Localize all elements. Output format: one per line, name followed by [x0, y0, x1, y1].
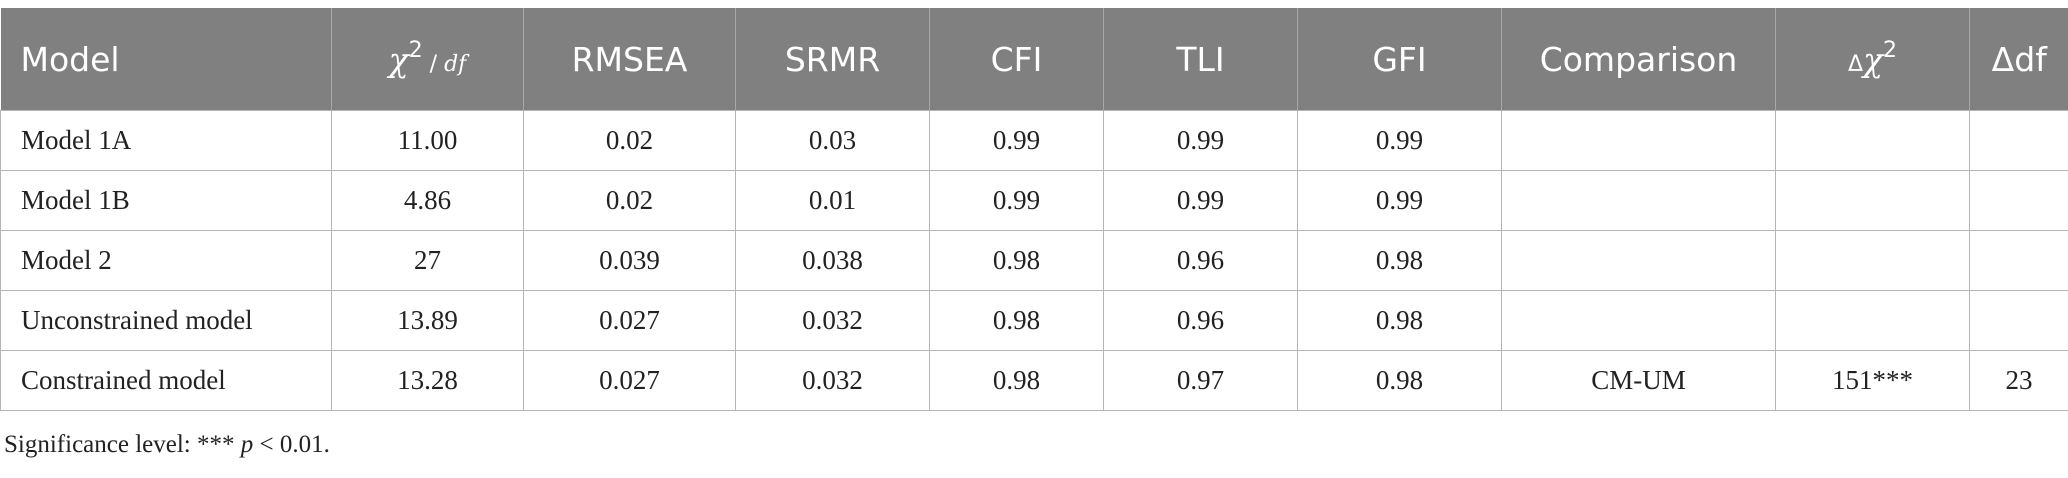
- chi-superscript: 2: [408, 37, 423, 63]
- cell-rmsea: 0.027: [523, 350, 736, 411]
- chi-symbol: χ: [388, 39, 409, 79]
- cell-tli: 0.96: [1103, 290, 1298, 351]
- header-model: Model: [0, 8, 332, 111]
- fit-indices-table-wrapper: Model χ2 / df RMSEA SRMR CFI TLI GFI Com…: [0, 8, 2068, 411]
- fit-indices-table: Model χ2 / df RMSEA SRMR CFI TLI GFI Com…: [0, 8, 2068, 411]
- table-row: Model 2 27 0.039 0.038 0.98 0.96 0.98: [0, 230, 2068, 291]
- cell-comparison: [1501, 110, 1776, 171]
- table-row: Unconstrained model 13.89 0.027 0.032 0.…: [0, 290, 2068, 351]
- cell-cfi: 0.99: [929, 170, 1104, 231]
- cell-srmr: 0.01: [735, 170, 930, 231]
- cell-tli: 0.96: [1103, 230, 1298, 291]
- cell-cfi: 0.98: [929, 230, 1104, 291]
- cell-chi-df: 27: [331, 230, 524, 291]
- cell-gfi: 0.98: [1297, 350, 1502, 411]
- cell-rmsea: 0.02: [523, 170, 736, 231]
- cell-gfi: 0.99: [1297, 110, 1502, 171]
- cell-srmr: 0.038: [735, 230, 930, 291]
- delta-symbol: Δ: [1847, 51, 1864, 77]
- header-delta-chi-square: Δχ2: [1775, 8, 1970, 111]
- header-row: Model χ2 / df RMSEA SRMR CFI TLI GFI Com…: [0, 8, 2068, 111]
- cell-model: Model 1A: [0, 110, 332, 171]
- header-chi-square-df: χ2 / df: [331, 8, 524, 111]
- cell-gfi: 0.98: [1297, 230, 1502, 291]
- cell-chi-df: 11.00: [331, 110, 524, 171]
- cell-model: Unconstrained model: [0, 290, 332, 351]
- cell-rmsea: 0.039: [523, 230, 736, 291]
- cell-tli: 0.97: [1103, 350, 1298, 411]
- cell-gfi: 0.98: [1297, 290, 1502, 351]
- header-cfi: CFI: [929, 8, 1104, 111]
- header-rmsea: RMSEA: [523, 8, 736, 111]
- header-srmr: SRMR: [735, 8, 930, 111]
- cell-chi-df: 4.86: [331, 170, 524, 231]
- table-row: Constrained model 13.28 0.027 0.032 0.98…: [0, 350, 2068, 411]
- cell-model: Model 2: [0, 230, 332, 291]
- cell-delta-df: [1969, 290, 2068, 351]
- header-gfi: GFI: [1297, 8, 1502, 111]
- delta-chi-superscript: 2: [1883, 37, 1898, 63]
- cell-chi-df: 13.89: [331, 290, 524, 351]
- cell-delta-chi: [1775, 230, 1970, 291]
- df-symbol: df: [444, 51, 467, 77]
- table-row: Model 1A 11.00 0.02 0.03 0.99 0.99 0.99: [0, 110, 2068, 171]
- header-tli: TLI: [1103, 8, 1298, 111]
- cell-tli: 0.99: [1103, 170, 1298, 231]
- cell-rmsea: 0.027: [523, 290, 736, 351]
- cell-delta-df: [1969, 230, 2068, 291]
- cell-delta-df: [1969, 110, 2068, 171]
- cell-comparison: [1501, 290, 1776, 351]
- cell-chi-df: 13.28: [331, 350, 524, 411]
- cell-delta-chi: 151***: [1775, 350, 1970, 411]
- cell-delta-chi: [1775, 110, 1970, 171]
- table-row: Model 1B 4.86 0.02 0.01 0.99 0.99 0.99: [0, 170, 2068, 231]
- cell-delta-df: 23: [1969, 350, 2068, 411]
- cell-srmr: 0.03: [735, 110, 930, 171]
- cell-tli: 0.99: [1103, 110, 1298, 171]
- note-suffix: < 0.01.: [253, 431, 330, 458]
- cell-delta-chi: [1775, 290, 1970, 351]
- cell-comparison: [1501, 170, 1776, 231]
- cell-rmsea: 0.02: [523, 110, 736, 171]
- cell-model: Model 1B: [0, 170, 332, 231]
- header-delta-df: Δdf: [1969, 8, 2068, 111]
- note-prefix: Significance level: ***: [4, 431, 241, 458]
- cell-srmr: 0.032: [735, 290, 930, 351]
- cell-comparison: CM-UM: [1501, 350, 1776, 411]
- cell-cfi: 0.99: [929, 110, 1104, 171]
- cell-delta-chi: [1775, 170, 1970, 231]
- cell-cfi: 0.98: [929, 290, 1104, 351]
- cell-gfi: 0.99: [1297, 170, 1502, 231]
- cell-cfi: 0.98: [929, 350, 1104, 411]
- cell-comparison: [1501, 230, 1776, 291]
- delta-chi-symbol: χ: [1863, 39, 1884, 79]
- cell-srmr: 0.032: [735, 350, 930, 411]
- slash: /: [422, 51, 445, 77]
- cell-delta-df: [1969, 170, 2068, 231]
- note-p-symbol: p: [240, 431, 254, 458]
- significance-note: Significance level: *** p < 0.01.: [4, 431, 330, 459]
- header-comparison: Comparison: [1501, 8, 1776, 111]
- cell-model: Constrained model: [0, 350, 332, 411]
